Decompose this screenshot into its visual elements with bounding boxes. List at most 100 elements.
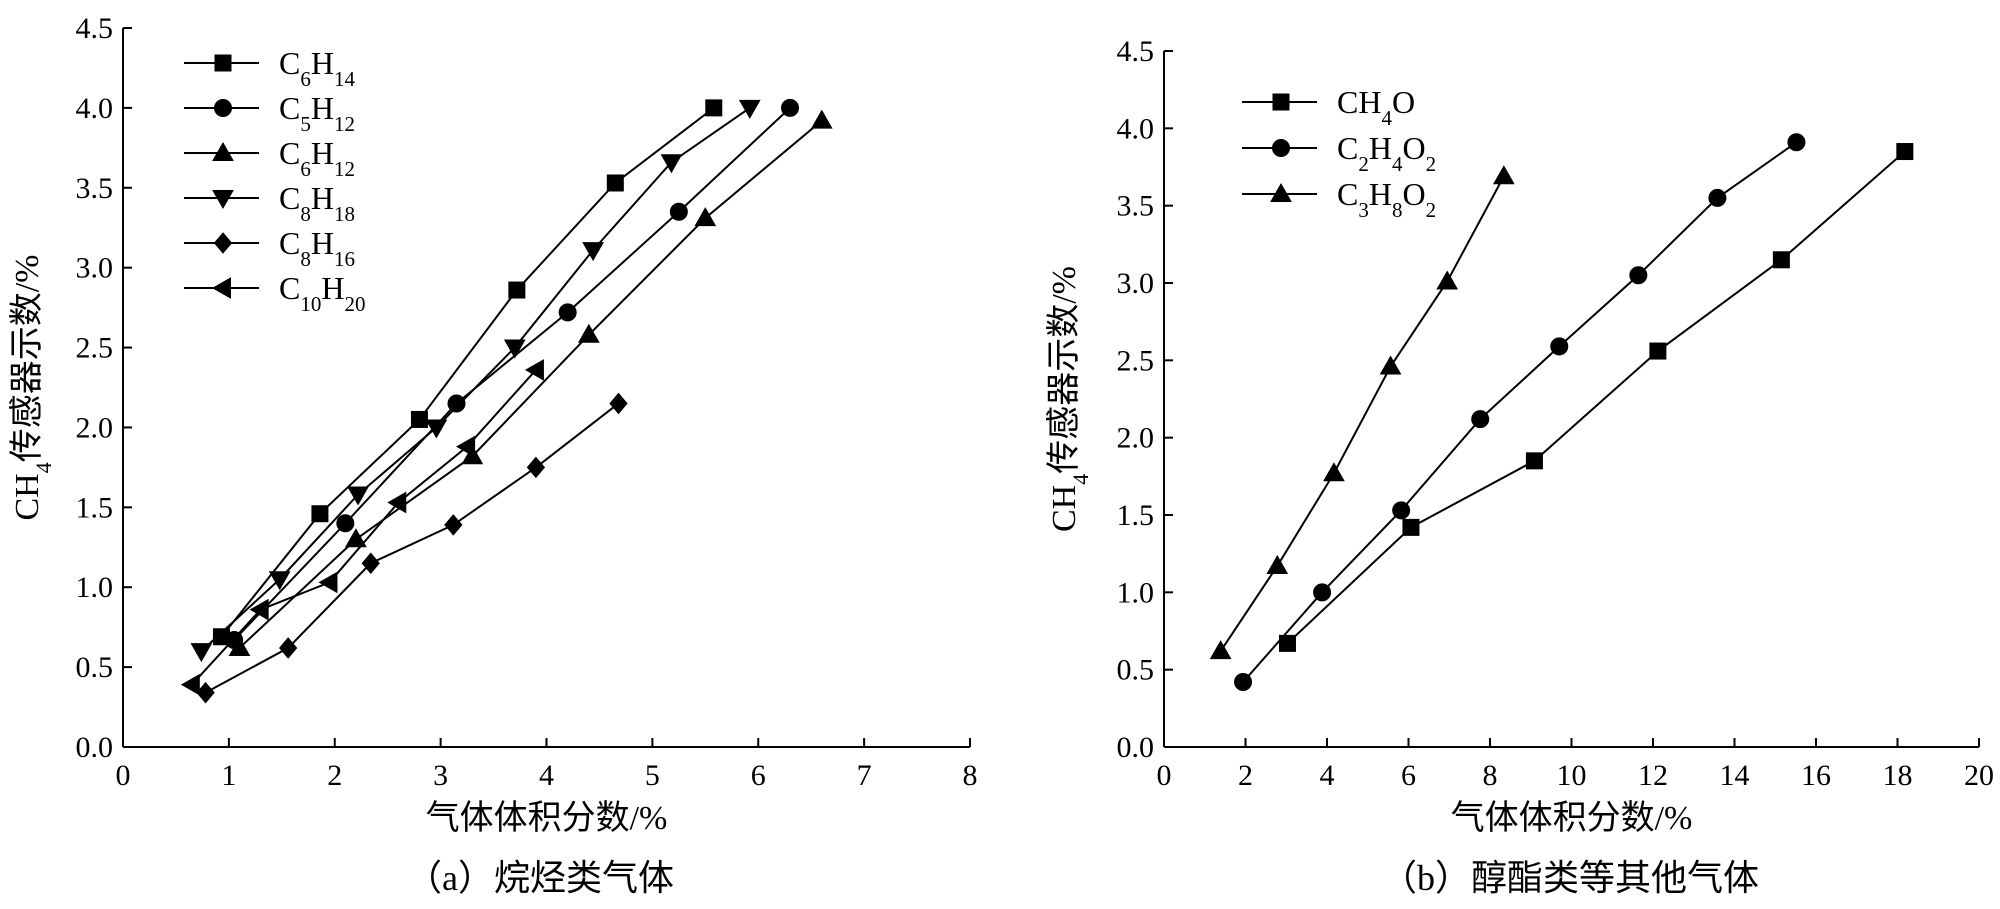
legend-marker (213, 232, 233, 254)
series-line (238, 119, 823, 649)
y-axis-title-part: 4 (31, 462, 56, 473)
y-axis-title-part: 4 (1068, 474, 1093, 485)
y-tick-label: 0.5 (1117, 654, 1155, 687)
legend-label-part: H (1369, 130, 1392, 166)
legend-entry: C5H12 (184, 90, 355, 136)
data-point (606, 174, 624, 192)
y-axis-title-part: CH (9, 473, 46, 520)
legend-label: C10H20 (279, 270, 365, 316)
legend-label: C8H16 (279, 225, 355, 271)
legend-marker (1272, 93, 1290, 111)
data-point (508, 281, 526, 299)
data-point (444, 514, 463, 536)
data-point (336, 514, 355, 533)
series-C2H4O2 (1234, 133, 1806, 692)
data-point (810, 109, 833, 129)
legend-entry: C2H4O2 (1242, 130, 1436, 176)
data-point (503, 339, 526, 359)
data-point (705, 99, 723, 117)
x-tick-label: 0 (116, 759, 131, 792)
legend-label-part: 3 (1358, 198, 1369, 222)
x-tick-label: 8 (1483, 759, 1498, 792)
legend-label-part: H (311, 90, 334, 126)
data-point (1492, 165, 1515, 185)
data-point (524, 359, 544, 381)
legend-label-part: 8 (1392, 198, 1403, 222)
y-tick-label: 0.0 (1117, 731, 1155, 764)
legend-label-part: 12 (334, 112, 355, 136)
legend-entry: C3H8O2 (1242, 176, 1436, 222)
data-point (447, 394, 466, 413)
x-tick-label: 3 (433, 759, 448, 792)
legend-label-part: 18 (334, 202, 355, 226)
legend-label-part: 4 (1392, 152, 1403, 176)
data-point (361, 552, 380, 575)
legend-label-part: 8 (300, 247, 311, 271)
y-tick-label: 0.5 (76, 651, 114, 684)
x-tick-label: 10 (1557, 759, 1587, 792)
data-point (660, 154, 683, 174)
x-tick-label: 6 (751, 759, 766, 792)
legend-marker (1272, 139, 1290, 157)
data-point (425, 419, 448, 439)
legend-label: CH4O (1337, 84, 1415, 130)
legend-label: C6H14 (279, 45, 355, 91)
data-point (268, 571, 291, 591)
y-tick-label: 1.5 (1117, 499, 1155, 532)
legend-label-part: H (311, 180, 334, 216)
y-axis-title: CH4传感器示数/% (8, 254, 56, 520)
series-C10H20 (180, 359, 544, 696)
data-point (228, 636, 251, 656)
y-tick-label: 3.5 (76, 172, 114, 205)
legend-entry: C8H18 (184, 180, 355, 226)
y-tick-label: 3.0 (76, 252, 114, 285)
legend-entry: C6H12 (184, 135, 355, 181)
legend-label-part: 5 (300, 112, 311, 136)
data-point (196, 681, 215, 704)
legend-label-part: C (279, 270, 300, 306)
data-point (456, 435, 476, 458)
y-tick-label: 2.5 (76, 332, 114, 365)
x-tick-label: 12 (1638, 759, 1668, 792)
x-tick-label: 20 (1964, 759, 1994, 792)
chart-panel-1: 0 1 2 3 4 5 6 7 80.00.51.01.52.02.53.03.54.04.5气… (8, 12, 978, 898)
data-point (582, 242, 604, 262)
legend-label-part: 6 (300, 67, 311, 91)
data-point (526, 456, 546, 479)
series-CH4O (1278, 143, 1914, 652)
legend-label-part: H (311, 225, 334, 261)
data-point (1402, 518, 1420, 536)
legend-label-part: 2 (1358, 152, 1369, 176)
legend-marker (212, 190, 234, 210)
x-axis-title: 气体体积分数/% (426, 799, 668, 837)
data-point (345, 528, 367, 548)
legend-label-part: C (279, 45, 300, 81)
data-point (1708, 188, 1727, 207)
y-tick-label: 0.0 (76, 731, 114, 764)
chart-caption: （b）醇酯类等其他气体 (1381, 858, 1759, 898)
data-point (1379, 355, 1402, 375)
data-point (1313, 583, 1332, 602)
data-point (1323, 462, 1345, 482)
legend-entry: C10H20 (184, 270, 365, 316)
data-point (190, 643, 213, 663)
legend-label-part: 10 (300, 292, 321, 316)
x-tick-label: 2 (327, 759, 342, 792)
legend-label-part: H (1369, 176, 1392, 212)
y-tick-label: 3.0 (1117, 267, 1155, 300)
data-point (1436, 270, 1459, 290)
legend-marker (1270, 182, 1292, 202)
legend-marker (212, 141, 234, 161)
data-point (387, 491, 407, 514)
legend-label-part: 8 (300, 202, 311, 226)
legend-label-part: 14 (334, 67, 356, 91)
legend-label-part: C (279, 135, 300, 171)
legend-label: C8H18 (279, 180, 355, 226)
legend-label-part: H (311, 45, 334, 81)
x-tick-label: 4 (539, 759, 554, 792)
series-C3H8O2 (1209, 165, 1515, 660)
y-tick-label: 1.0 (1117, 576, 1155, 609)
x-tick-label: 2 (1238, 759, 1253, 792)
data-point (410, 410, 428, 428)
